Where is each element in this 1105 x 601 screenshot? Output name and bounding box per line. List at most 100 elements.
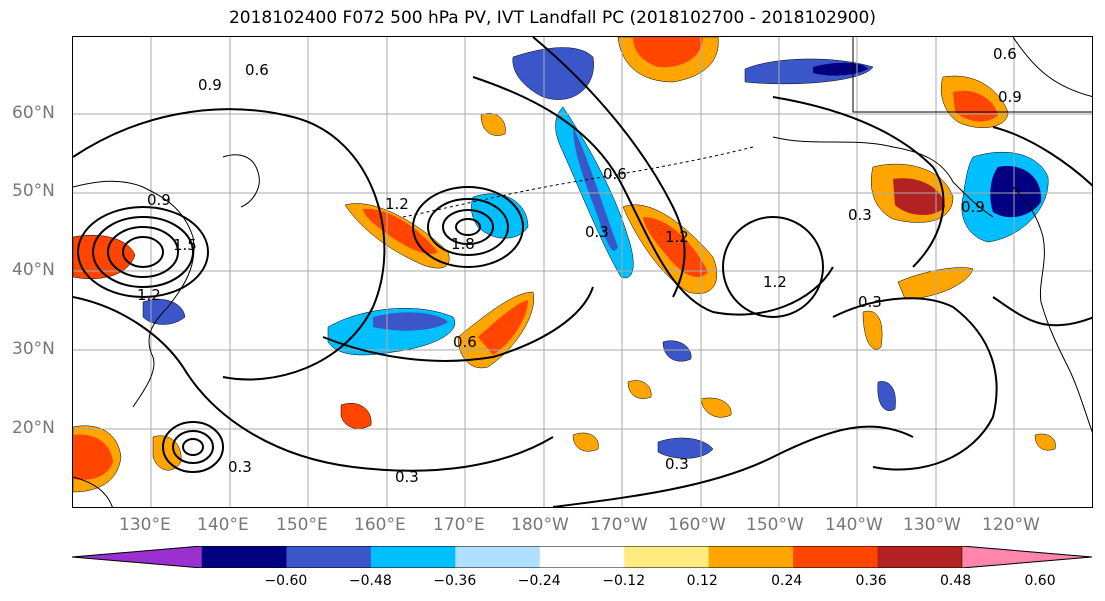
lon-label-140e: 140°E bbox=[197, 515, 249, 535]
coastline-aleutians bbox=[402, 146, 754, 218]
colorbar-tick-label: 0.60 bbox=[1024, 573, 1056, 589]
lon-label-130e: 130°E bbox=[119, 515, 171, 535]
contour-label: 0.3 bbox=[665, 455, 689, 473]
contour-label: 0.9 bbox=[147, 191, 171, 209]
colorbar-segment bbox=[202, 546, 287, 568]
cyan-patch-hawaii bbox=[657, 437, 714, 459]
colorbar-segment bbox=[286, 546, 372, 568]
colorbar-tick-label: −0.24 bbox=[517, 573, 561, 589]
coastline-top-right bbox=[852, 37, 1092, 113]
lon-label-160e: 160°E bbox=[354, 515, 406, 535]
lon-label-120w: 120°W bbox=[982, 515, 1040, 535]
contour-label: 0.6 bbox=[603, 165, 627, 183]
contour-low-west-3 bbox=[442, 209, 494, 245]
colorbar-segment bbox=[539, 546, 625, 568]
contour-long-4 bbox=[532, 37, 686, 298]
pv-contours bbox=[73, 37, 1092, 507]
lon-label-150w: 150°W bbox=[746, 515, 804, 535]
coastline-north-america bbox=[1012, 186, 1092, 433]
contour-label: 0.9 bbox=[961, 198, 985, 216]
coastlines bbox=[73, 37, 1092, 507]
orange-patch-small-2 bbox=[572, 432, 599, 452]
lat-label-50n: 50°N bbox=[12, 181, 55, 201]
contour-long-8 bbox=[992, 126, 1092, 187]
contour-low-west-2 bbox=[427, 198, 509, 256]
contour-low-japan-3 bbox=[107, 226, 179, 278]
orange-patch-subtropic bbox=[152, 435, 182, 471]
colorbar-svg bbox=[71, 545, 1093, 569]
colorbar-tick-label: 0.48 bbox=[940, 573, 972, 589]
contour-long-9 bbox=[992, 296, 1092, 327]
lon-label-140w: 140°W bbox=[825, 515, 883, 535]
lat-label-30n: 30°N bbox=[12, 339, 55, 359]
orange-patch-small-1 bbox=[480, 113, 506, 136]
lon-label-180w: 180°W bbox=[511, 515, 569, 535]
colorbar-segment bbox=[370, 546, 456, 568]
contour-long-6 bbox=[832, 297, 998, 471]
contour-label: 1.2 bbox=[665, 228, 689, 246]
colorbar-segment bbox=[877, 546, 963, 568]
red-patch-mid-pacific bbox=[478, 300, 528, 355]
coastline-kamchatka bbox=[222, 154, 260, 208]
contour-long-2 bbox=[73, 296, 554, 472]
contour-label: 1.5 bbox=[173, 236, 197, 254]
colorbar-tick-label: −0.60 bbox=[264, 573, 308, 589]
contour-label: 0.6 bbox=[245, 61, 269, 79]
map-title: 2018102400 F072 500 hPa PV, IVT Landfall… bbox=[228, 8, 876, 28]
contour-label: 1.8 bbox=[451, 235, 475, 253]
colorbar-tick-label: 0.24 bbox=[771, 573, 803, 589]
map-canvas: 0.6 0.9 0.9 1.2 1.2 1.2 1.5 1.8 0.3 0.3 … bbox=[73, 37, 1092, 507]
contour-low-japan-4 bbox=[122, 236, 164, 268]
lon-label-160w: 160°W bbox=[668, 515, 726, 535]
red-patch-north-center bbox=[633, 37, 703, 68]
contour-low-west-1 bbox=[412, 186, 524, 268]
contour-subtropic-2 bbox=[172, 430, 214, 464]
lat-label-20n: 20°N bbox=[12, 418, 55, 438]
contour-label: 0.6 bbox=[993, 45, 1017, 63]
navy-patch-west-coast bbox=[990, 166, 1042, 218]
blue-patch-north-pacific-band bbox=[573, 127, 618, 251]
coastline-asia bbox=[73, 180, 195, 507]
contour-label: 1.2 bbox=[385, 195, 409, 213]
lon-label-130w: 130°W bbox=[903, 515, 961, 535]
colorbar-segment bbox=[793, 546, 879, 568]
colorbar-extend-max bbox=[961, 545, 1093, 569]
colorbar bbox=[71, 545, 1093, 569]
contour-label: 0.3 bbox=[228, 458, 252, 476]
contour-subtropic-1 bbox=[162, 421, 224, 473]
contour-label: 0.3 bbox=[858, 293, 882, 311]
contour-low-japan-2 bbox=[92, 216, 194, 288]
lat-label-60n: 60°N bbox=[12, 103, 55, 123]
lat-label-40n: 40°N bbox=[12, 260, 55, 280]
colorbar-tick-label: −0.36 bbox=[433, 573, 477, 589]
colorbar-extend-min bbox=[71, 545, 203, 569]
graticule bbox=[73, 37, 1092, 507]
contour-label: 1.2 bbox=[137, 286, 161, 304]
positive-anomaly-patches bbox=[73, 37, 1056, 493]
orange-patch-small-4 bbox=[627, 380, 652, 399]
contour-low-japan-1 bbox=[77, 206, 209, 298]
contour-label: 1.2 bbox=[763, 273, 787, 291]
navy-patch-gulf-alaska bbox=[813, 62, 868, 76]
contour-label: 0.3 bbox=[848, 206, 872, 224]
contour-label: 0.3 bbox=[395, 468, 419, 486]
colorbar-segment bbox=[708, 546, 794, 568]
contour-label: 0.6 bbox=[453, 333, 477, 351]
contour-label: 0.9 bbox=[998, 88, 1022, 106]
blue-patch-mid-small bbox=[662, 340, 692, 362]
contour-low-west-4 bbox=[455, 218, 481, 236]
contour-long-3 bbox=[472, 76, 834, 316]
colorbar-segment bbox=[455, 546, 541, 568]
red-patch-mid-band bbox=[643, 217, 708, 277]
contour-long-7 bbox=[322, 286, 594, 362]
red-patch-subtropic-small bbox=[340, 403, 372, 429]
orange-patch-small-5 bbox=[1034, 433, 1056, 451]
contour-mid-ridge bbox=[722, 216, 824, 318]
blue-patch-west-pacific bbox=[373, 312, 448, 331]
orange-patch-small-east bbox=[862, 310, 883, 350]
contour-labels: 0.6 0.9 0.9 1.2 1.2 1.2 1.5 1.8 0.3 0.3 … bbox=[137, 45, 1022, 486]
darkred-patch-east-low bbox=[893, 178, 945, 216]
map-panel: 0.6 0.9 0.9 1.2 1.2 1.2 1.5 1.8 0.3 0.3 … bbox=[72, 36, 1093, 508]
colorbar-segment bbox=[624, 546, 710, 568]
colorbar-tick-label: 0.36 bbox=[855, 573, 887, 589]
